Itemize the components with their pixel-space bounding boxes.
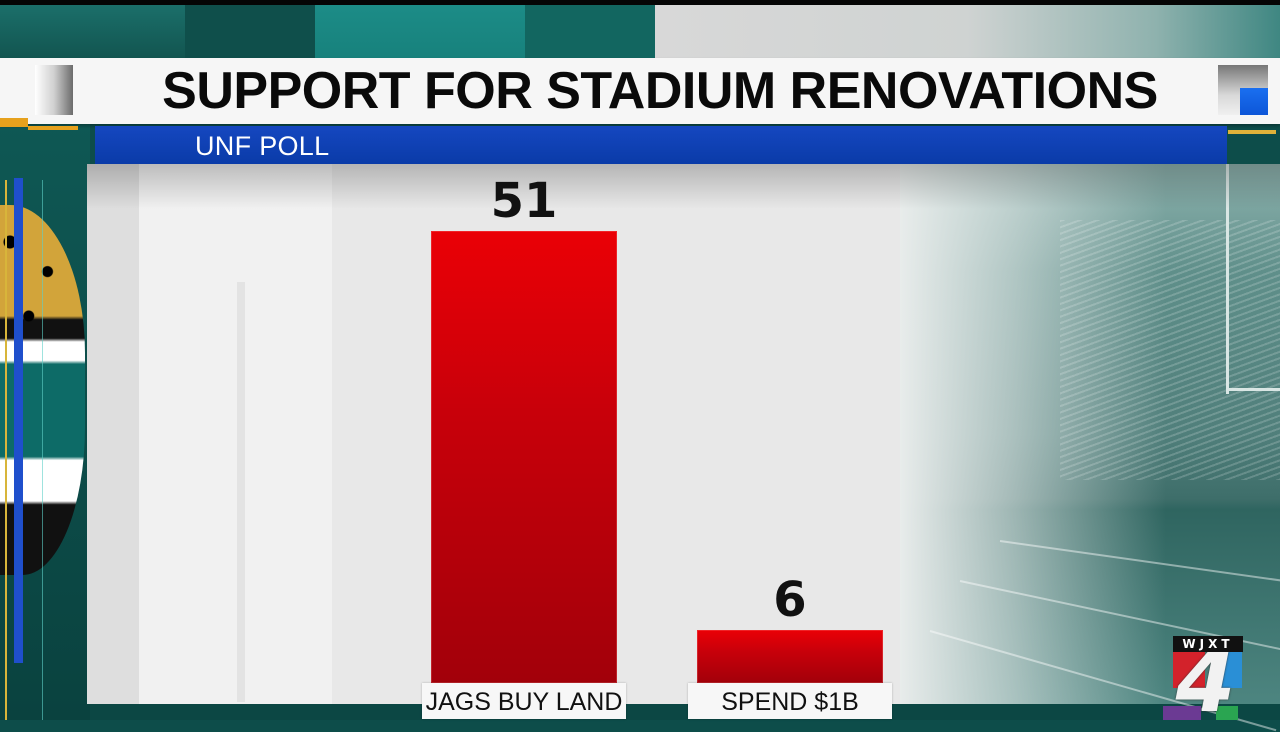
logo-red-block [1173,652,1205,688]
logo-blue-block [1218,652,1242,688]
bottom-strip-background [90,700,1280,720]
bar-value-label: 6 [773,572,807,628]
title-left-square-icon [35,65,73,115]
category-label: JAGS BUY LAND [425,688,623,716]
background-panel [315,5,525,60]
chart-top-shadow [87,164,1280,209]
station-logo: 4 WJXT [1158,632,1248,732]
goalpost-crossbar [1226,388,1280,391]
background-panel [185,5,315,60]
category-label-box [688,683,892,719]
bar-jags-buy-land [431,231,617,683]
category-label-box [422,683,626,719]
logo-green-block [1216,706,1238,720]
page-title: SUPPORT FOR STADIUM RENOVATIONS [162,62,1158,120]
subtitle-bar [95,126,1227,164]
gold-accent [1228,130,1276,134]
background-panel [525,5,655,60]
logo-purple-block [1163,706,1201,720]
channel-number: 4 [1175,632,1236,732]
stadium-roof-background [655,5,1280,60]
gold-accent [0,118,28,127]
decorative-line [14,178,23,663]
panel-divider [237,282,245,702]
stadium-crowd [1060,220,1280,480]
goalpost-icon [1226,164,1229,394]
subtitle: UNF POLL [195,131,330,161]
stadium-image [900,164,1280,704]
category-label: SPEND $1B [721,688,859,716]
background-panel [0,5,185,60]
top-border [0,0,1280,5]
gold-accent [28,126,78,130]
bar-value-label: 51 [490,173,558,229]
call-letters: WJXT [1173,636,1243,652]
decorative-line [5,180,7,720]
decorative-line [42,180,43,720]
blue-square-icon [1240,88,1268,115]
title-bar [0,58,1280,124]
bar-spend-1b [697,630,883,683]
